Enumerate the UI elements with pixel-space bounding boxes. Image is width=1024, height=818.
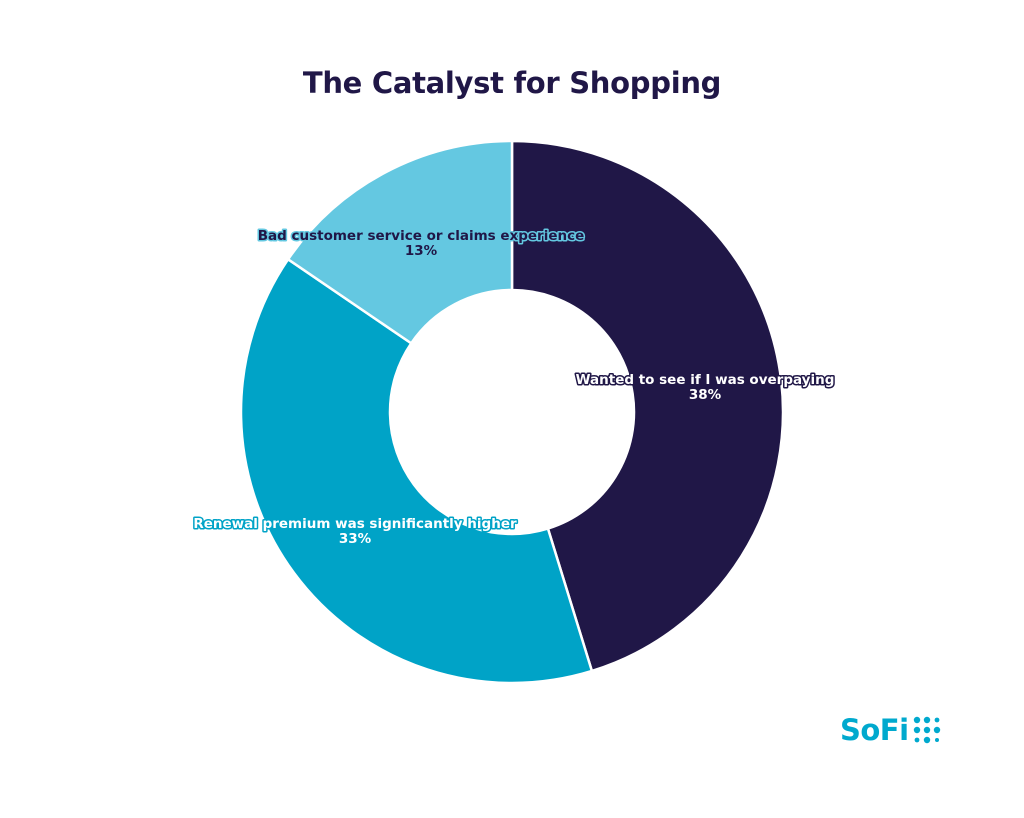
logo-dot: [934, 738, 939, 742]
logo-dot: [923, 726, 930, 734]
slice-value-label: 33%: [339, 531, 372, 547]
slice-value-label: 38%: [689, 387, 722, 403]
donut-slices: [239, 139, 785, 685]
donut-slice: [239, 257, 594, 685]
slice-label: Bad customer service or claims experienc…: [258, 228, 585, 244]
logo-dot: [933, 726, 940, 734]
slice-label: Renewal premium was significantly higher: [193, 516, 517, 532]
donut-slice: [286, 139, 514, 346]
slice-value-label: 13%: [405, 243, 438, 259]
sofi-dots-icon: [913, 716, 940, 744]
logo-dot: [914, 737, 919, 743]
logo-text: SoFi: [840, 713, 909, 747]
logo-dot: [913, 716, 920, 724]
logo-dot: [934, 717, 939, 723]
logo-dot: [923, 736, 930, 744]
slice-label: Wanted to see if I was overpaying: [576, 372, 835, 388]
sofi-logo: SoFi: [840, 710, 942, 750]
chart-title: The Catalyst for Shopping: [302, 66, 722, 100]
logo-dot: [923, 716, 930, 724]
donut-slice: [510, 139, 785, 673]
logo-dot: [913, 726, 920, 734]
